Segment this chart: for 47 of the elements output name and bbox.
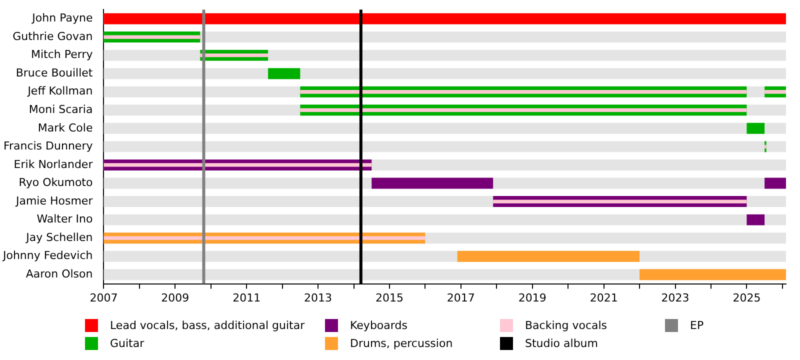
x-tick-label: 2013 xyxy=(304,291,332,304)
legend-label: Backing vocals xyxy=(525,318,608,332)
bar xyxy=(104,236,426,240)
x-tick-label: 2017 xyxy=(446,291,475,304)
bar xyxy=(268,68,300,80)
x-tick-label: 2025 xyxy=(732,291,761,304)
bar xyxy=(457,250,640,262)
y-tick-label: Moni Scaria xyxy=(28,103,93,116)
bar xyxy=(200,53,268,58)
y-tick-label: Erik Norlander xyxy=(14,158,94,171)
x-tick-label: 2019 xyxy=(518,291,546,304)
legend-label: Drums, percussion xyxy=(350,336,453,350)
bar xyxy=(640,269,786,280)
y-tick-label: Mitch Perry xyxy=(30,48,94,62)
bar xyxy=(300,90,747,94)
y-tick-label: Guthrie Govan xyxy=(12,30,93,43)
legend-label: EP xyxy=(690,318,704,332)
legend-label: Keyboards xyxy=(350,318,408,332)
y-tick-label: Jay Schellen xyxy=(25,230,93,244)
bar xyxy=(104,35,200,39)
y-tick-label: Mark Cole xyxy=(38,121,93,134)
x-tick-label: 2007 xyxy=(90,291,118,304)
y-tick-label: Ryo Okumoto xyxy=(18,176,93,190)
y-tick-label: Walter Ino xyxy=(36,212,93,226)
legend-label: Guitar xyxy=(110,336,144,350)
bar xyxy=(104,163,372,167)
bar xyxy=(746,214,765,226)
bar xyxy=(300,108,747,112)
y-tick-label: Bruce Bouillet xyxy=(16,66,94,80)
legend-label: Studio album xyxy=(525,336,598,350)
y-tick-label: Jamie Hosmer xyxy=(14,194,94,208)
x-tick-label: 2015 xyxy=(375,291,404,304)
y-tick-label: Aaron Olson xyxy=(26,268,93,281)
y-tick-label: Jeff Kollman xyxy=(26,84,93,98)
y-tick-label: Johnny Fedevich xyxy=(2,249,93,262)
x-tick-label: 2009 xyxy=(161,291,190,304)
bar xyxy=(493,200,747,204)
x-tick-label: 2011 xyxy=(232,291,261,304)
x-tick-label: 2023 xyxy=(661,291,690,304)
bar xyxy=(746,122,765,134)
bar xyxy=(764,178,786,189)
bar xyxy=(764,90,786,94)
y-tick-label: John Payne xyxy=(31,12,93,25)
x-tick-label: 2021 xyxy=(590,291,618,304)
legend-label: Lead vocals, bass, additional guitar xyxy=(110,318,305,332)
bar xyxy=(372,178,494,189)
y-tick-label: Francis Dunnery xyxy=(3,140,94,153)
